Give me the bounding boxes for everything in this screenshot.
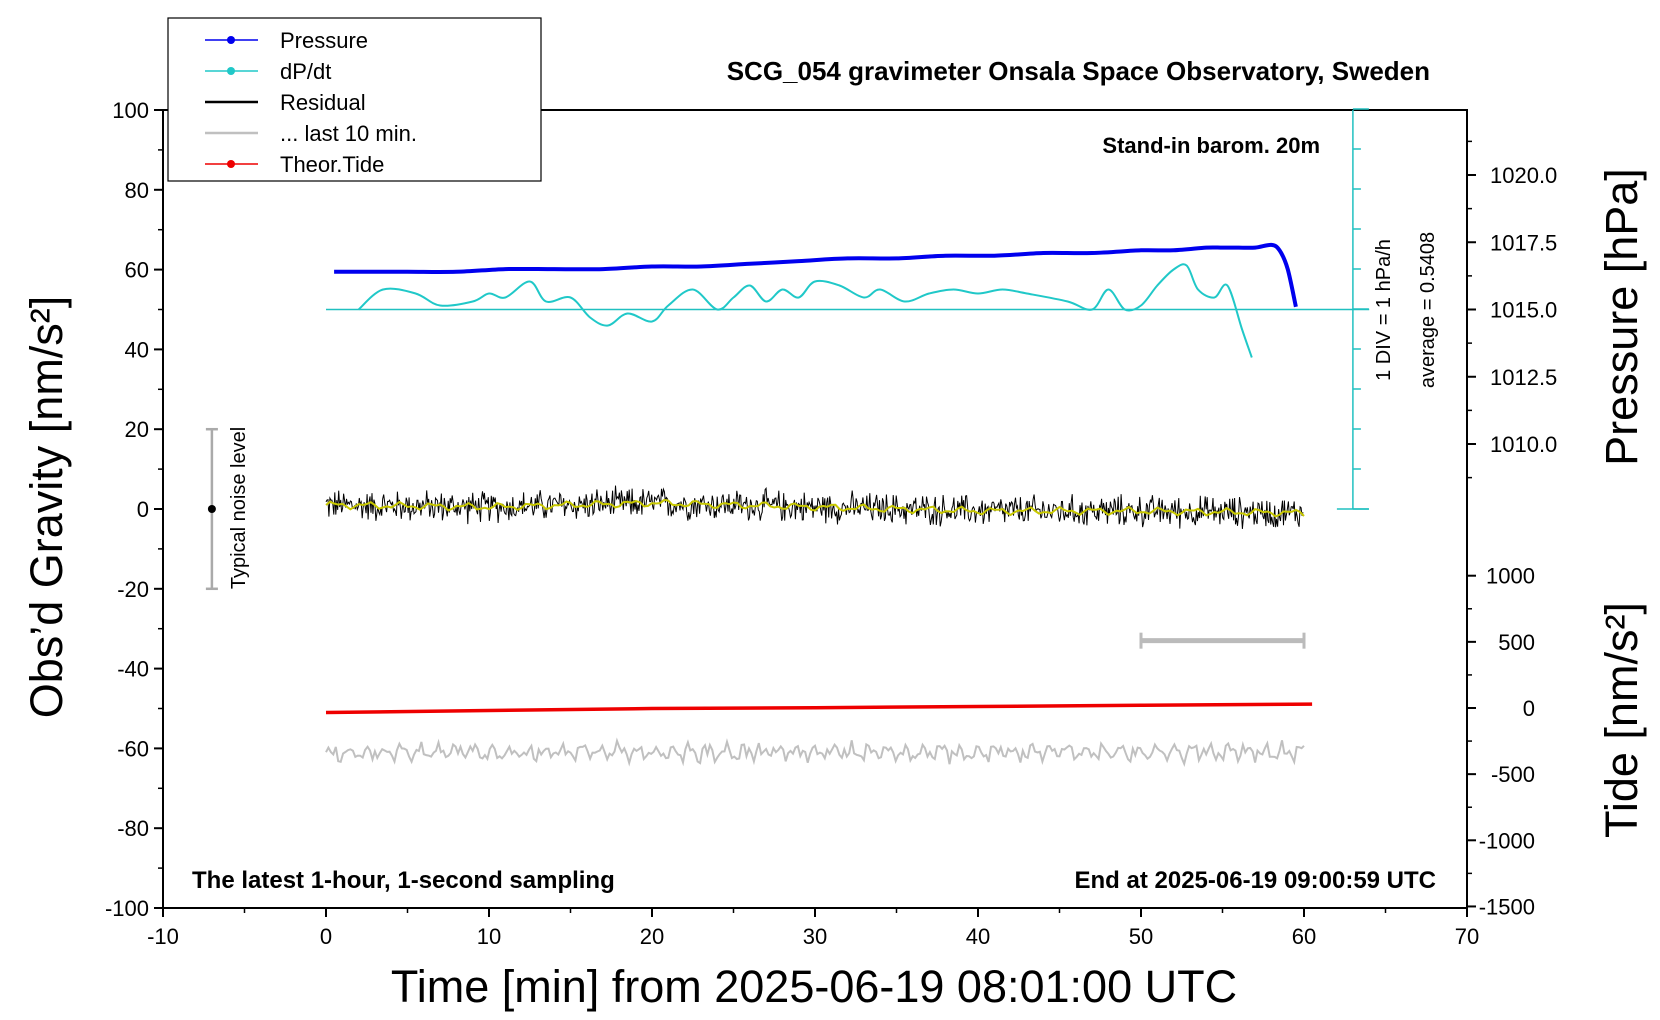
tide-tick-label: 500 — [1498, 630, 1535, 655]
y-tick-label: -20 — [117, 577, 149, 602]
tide-tick-label: -1500 — [1479, 894, 1535, 919]
x-axis-label: Time [min] from 2025-06-19 08:01:00 UTC — [391, 961, 1237, 1012]
legend-label: Theor.Tide — [280, 152, 384, 177]
x-tick-label: 0 — [320, 924, 332, 949]
y-axis-label-pressure: Pressure [hPa] — [1596, 168, 1647, 466]
last10-line — [325, 737, 1305, 767]
x-tick-label: -10 — [147, 924, 179, 949]
y-tick-label: 80 — [125, 178, 149, 203]
dpdt-line — [357, 263, 1253, 358]
tide-tick-label: 1000 — [1486, 564, 1535, 589]
residual-smoothed-line — [325, 498, 1305, 518]
series-group — [325, 242, 1313, 767]
legend-label: Residual — [280, 90, 366, 115]
y-tick-label: 20 — [125, 417, 149, 442]
annotation-div: 1 DIV = 1 hPa/h — [1373, 239, 1395, 381]
legend-marker — [227, 36, 235, 44]
x-tick-label: 30 — [803, 924, 827, 949]
labels-group: SCG_054 gravimeter Onsala Space Observat… — [21, 56, 1647, 1012]
tide-tick-label: 0 — [1523, 696, 1535, 721]
y-tick-label: -40 — [117, 657, 149, 682]
annotation-noise: Typical noise level — [228, 427, 250, 589]
tide-line — [325, 702, 1313, 715]
noise-level-marker — [207, 505, 216, 513]
legend-marker — [227, 67, 235, 75]
y-tick-label: -80 — [117, 816, 149, 841]
y-axis-label-left: Obs’d Gravity [nm/s²] — [21, 296, 72, 719]
pressure-tick-label: 1015.0 — [1490, 298, 1557, 323]
x-tick-label: 20 — [640, 924, 664, 949]
pressure-tick-label: 1017.5 — [1490, 230, 1557, 255]
x-tick-label: 40 — [966, 924, 990, 949]
x-tick-label: 60 — [1292, 924, 1316, 949]
x-tick-label: 10 — [477, 924, 501, 949]
tide-tick-label: -1000 — [1479, 828, 1535, 853]
y-tick-label: 100 — [112, 98, 149, 123]
y-tick-label: 40 — [125, 337, 149, 362]
y-tick-label: 60 — [125, 258, 149, 283]
legend: Pressure dP/dt Residual ... last 10 min. The… — [167, 17, 542, 182]
pressure-tick-label: 1012.5 — [1490, 365, 1557, 390]
annotation-average: average = 0.5408 — [1417, 232, 1439, 388]
legend-box — [167, 17, 542, 182]
pressure-tick-label: 1010.0 — [1490, 432, 1557, 457]
legend-label: dP/dt — [280, 59, 331, 84]
annotation-bottom-right: End at 2025-06-19 09:00:59 UTC — [1075, 867, 1437, 894]
y-tick-label: -100 — [105, 896, 149, 921]
legend-label: Pressure — [280, 28, 368, 53]
chart-title: SCG_054 gravimeter Onsala Space Observat… — [727, 56, 1430, 86]
pressure-tick-label: 1020.0 — [1490, 163, 1557, 188]
x-tick-label: 70 — [1455, 924, 1479, 949]
annotation-bottom-left: The latest 1-hour, 1-second sampling — [192, 867, 615, 894]
tide-tick-label: -500 — [1491, 762, 1535, 787]
legend-marker — [227, 160, 235, 168]
y-tick-label: -60 — [117, 736, 149, 761]
pressure-line — [334, 242, 1298, 308]
x-tick-label: 50 — [1129, 924, 1153, 949]
y-tick-label: 0 — [137, 497, 149, 522]
annotation-stand-in: Stand-in barom. 20m — [1102, 133, 1320, 158]
y-axis-label-tide: Tide [nm/s²] — [1596, 602, 1647, 838]
chart-frame-group: -10 0 10 20 30 40 50 60 70100806040200-20-40-60-… — [105, 98, 1557, 949]
legend-label: ... last 10 min. — [280, 121, 417, 146]
